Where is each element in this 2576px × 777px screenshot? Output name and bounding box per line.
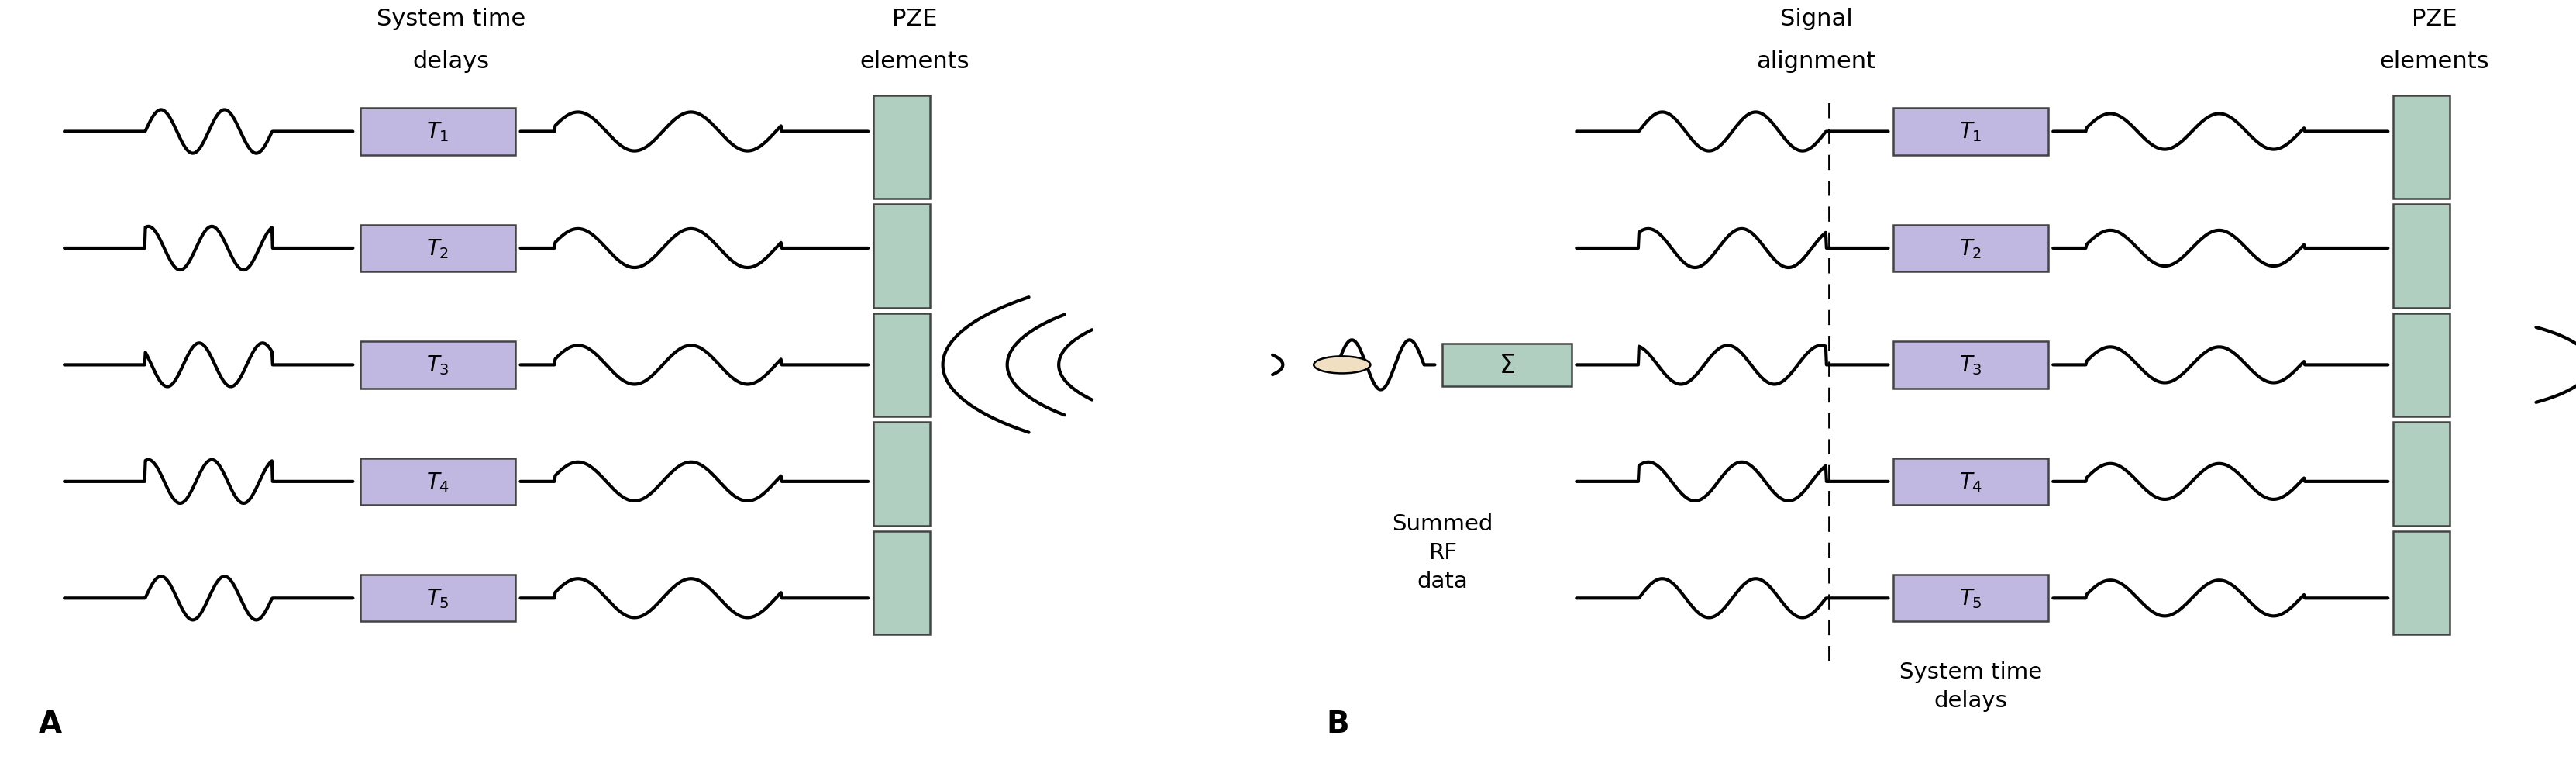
FancyBboxPatch shape — [873, 423, 930, 525]
Text: System time
delays: System time delays — [1899, 660, 2043, 711]
Text: elements: elements — [2380, 51, 2488, 73]
Text: $T_{4}$: $T_{4}$ — [425, 470, 451, 493]
FancyBboxPatch shape — [361, 575, 515, 622]
Text: Signal: Signal — [1780, 8, 1852, 30]
Text: alignment: alignment — [1757, 51, 1875, 73]
Text: $\Sigma$: $\Sigma$ — [1499, 353, 1515, 378]
FancyBboxPatch shape — [1443, 343, 1571, 386]
Text: elements: elements — [860, 51, 969, 73]
FancyBboxPatch shape — [873, 96, 930, 199]
Text: $T_{5}$: $T_{5}$ — [1960, 587, 1981, 610]
FancyBboxPatch shape — [1893, 225, 2048, 272]
FancyBboxPatch shape — [873, 313, 930, 416]
FancyBboxPatch shape — [2393, 204, 2450, 308]
Text: PZE: PZE — [2411, 8, 2458, 30]
FancyBboxPatch shape — [361, 109, 515, 155]
FancyBboxPatch shape — [2393, 96, 2450, 199]
Text: $T_{5}$: $T_{5}$ — [428, 587, 448, 610]
FancyBboxPatch shape — [361, 342, 515, 388]
FancyBboxPatch shape — [361, 458, 515, 505]
FancyBboxPatch shape — [361, 225, 515, 272]
Circle shape — [1314, 357, 1370, 374]
FancyBboxPatch shape — [1893, 342, 2048, 388]
Text: System time: System time — [376, 8, 526, 30]
Text: $T_{2}$: $T_{2}$ — [428, 237, 448, 260]
Text: $T_{3}$: $T_{3}$ — [1960, 354, 1981, 377]
Text: $T_{1}$: $T_{1}$ — [1960, 120, 1981, 144]
Text: B: B — [1327, 709, 1350, 738]
Text: PZE: PZE — [891, 8, 938, 30]
Text: $T_{2}$: $T_{2}$ — [1960, 237, 1981, 260]
Text: $T_{4}$: $T_{4}$ — [1958, 470, 1984, 493]
FancyBboxPatch shape — [2393, 531, 2450, 634]
FancyBboxPatch shape — [873, 531, 930, 634]
FancyBboxPatch shape — [2393, 423, 2450, 525]
Text: A: A — [39, 709, 62, 738]
Text: delays: delays — [412, 51, 489, 73]
Text: $T_{1}$: $T_{1}$ — [428, 120, 448, 144]
Text: $T_{3}$: $T_{3}$ — [428, 354, 448, 377]
FancyBboxPatch shape — [2393, 313, 2450, 416]
FancyBboxPatch shape — [1893, 458, 2048, 505]
Text: Summed
RF
data: Summed RF data — [1391, 513, 1494, 591]
FancyBboxPatch shape — [1893, 575, 2048, 622]
FancyBboxPatch shape — [873, 204, 930, 308]
FancyBboxPatch shape — [1893, 109, 2048, 155]
